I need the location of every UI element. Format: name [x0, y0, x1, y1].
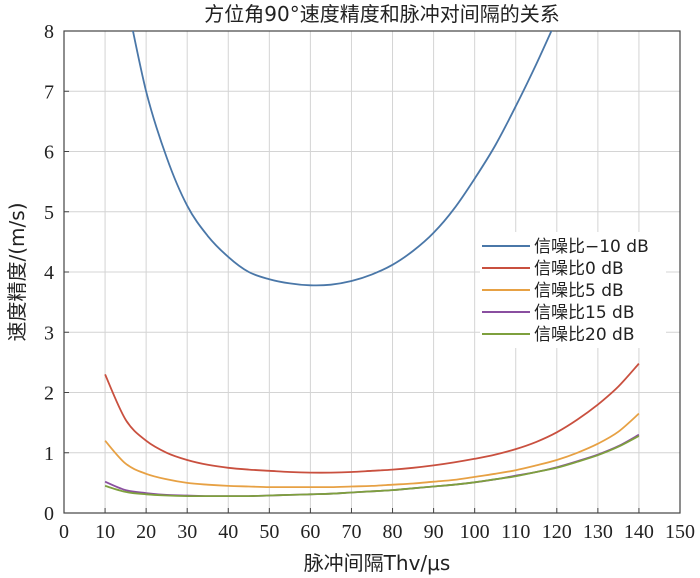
legend-label: 信噪比0 dB [534, 259, 624, 279]
axes: 0 10 20 30 40 50 60 70 80 90 100 110 120 130 140 150 0 1 2… [44, 21, 695, 543]
x-tick-label: 50 [259, 521, 279, 543]
y-tick-label: 0 [44, 503, 54, 525]
series-line [104, 412, 640, 489]
series-lines [104, 31, 640, 498]
y-tick-label: 1 [44, 443, 54, 465]
y-tick-label: 2 [44, 383, 54, 405]
x-tick-label: 20 [136, 521, 156, 543]
x-tick-label: 120 [542, 521, 572, 543]
y-tick-label: 7 [44, 81, 54, 103]
legend-label: 信噪比20 dB [534, 325, 635, 345]
x-tick-label: 10 [95, 521, 115, 543]
y-tick-label: 8 [44, 21, 54, 43]
series-line [104, 435, 640, 498]
x-tick-label: 60 [300, 521, 320, 543]
x-tick-label: 80 [383, 521, 403, 543]
legend-label: 信噪比5 dB [534, 281, 624, 301]
x-tick-label: 110 [501, 521, 530, 543]
x-tick-label: 90 [424, 521, 444, 543]
x-axis-title: 脉冲间隔Thv/μs [304, 551, 451, 575]
series-line [132, 31, 553, 287]
y-tick-label: 4 [44, 262, 54, 284]
x-tick-label: 130 [583, 521, 613, 543]
x-tick-label: 70 [341, 521, 361, 543]
legend-label: 信噪比15 dB [534, 303, 635, 323]
x-tick-label: 30 [177, 521, 197, 543]
x-tick-label: 0 [59, 521, 69, 543]
x-tick-label: 150 [665, 521, 695, 543]
legend-label: 信噪比−10 dB [534, 237, 649, 257]
chart-title: 方位角90°速度精度和脉冲对间隔的关系 [204, 2, 559, 26]
x-tick-label: 100 [460, 521, 490, 543]
y-tick-label: 5 [44, 202, 54, 224]
x-tick-label: 40 [218, 521, 238, 543]
y-tick-label: 6 [44, 142, 54, 164]
y-axis-title: 速度精度/(m/s) [5, 203, 29, 342]
series-line [104, 433, 640, 498]
plot-frame [63, 30, 681, 514]
x-tick-label: 140 [624, 521, 654, 543]
series-line [104, 362, 640, 474]
y-tick-label: 3 [44, 322, 54, 344]
